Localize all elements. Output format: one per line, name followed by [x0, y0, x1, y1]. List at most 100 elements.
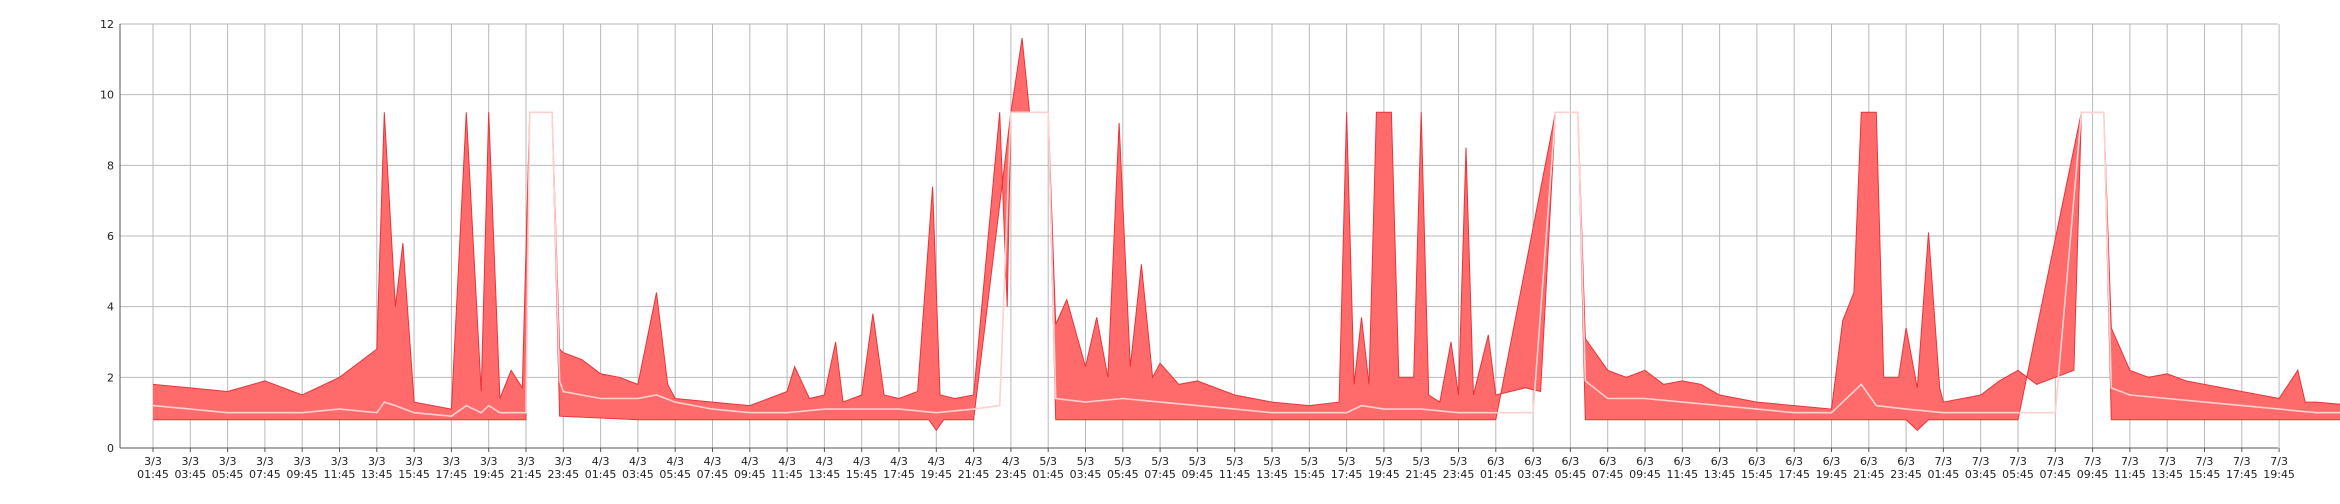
x-tick-date: 3/3 [293, 455, 311, 468]
x-tick-date: 3/3 [554, 455, 572, 468]
x-tick-time: 17:45 [1331, 468, 1363, 481]
x-tick-date: 6/3 [1524, 455, 1542, 468]
x-tick-label: 4/3 01:45 [585, 455, 617, 481]
x-tick-time: 13:45 [1704, 468, 1736, 481]
x-tick-time: 07:45 [1144, 468, 1176, 481]
x-tick-time: 01:45 [1480, 468, 1512, 481]
x-tick-time: 13:45 [2151, 468, 2183, 481]
x-tick-label: 3/3 03:45 [174, 455, 206, 481]
x-tick-label: 3/3 17:45 [436, 455, 468, 481]
y-tick-label: 8 [107, 159, 114, 172]
x-tick-label: 6/3 21:45 [1853, 455, 1885, 481]
x-tick-time: 13:45 [1256, 468, 1288, 481]
x-tick-time: 23:45 [995, 468, 1027, 481]
x-tick-label: 5/3 19:45 [1368, 455, 1400, 481]
x-tick-label: 7/3 17:45 [2226, 455, 2258, 481]
x-tick-time: 15:45 [1741, 468, 1773, 481]
x-tick-time: 03:45 [622, 468, 654, 481]
x-tick-time: 07:45 [697, 468, 729, 481]
x-tick-date: 7/3 [2196, 455, 2214, 468]
x-tick-time: 07:45 [249, 468, 281, 481]
x-tick-label: 4/3 03:45 [622, 455, 654, 481]
x-tick-label: 3/3 09:45 [286, 455, 318, 481]
x-tick-date: 4/3 [629, 455, 647, 468]
x-tick-time: 09:45 [1182, 468, 1214, 481]
x-tick-label: 4/3 11:45 [771, 455, 803, 481]
x-tick-label: 5/3 07:45 [1144, 455, 1176, 481]
x-tick-time: 17:45 [883, 468, 915, 481]
x-tick-date: 4/3 [965, 455, 983, 468]
y-tick-label: 12 [100, 18, 114, 31]
x-tick-label: 4/3 09:45 [734, 455, 766, 481]
x-tick-date: 6/3 [1823, 455, 1841, 468]
x-tick-time: 15:45 [2189, 468, 2221, 481]
x-tick-label: 5/3 03:45 [1070, 455, 1102, 481]
x-tick-date: 6/3 [1673, 455, 1691, 468]
x-tick-time: 11:45 [2114, 468, 2146, 481]
x-tick-date: 3/3 [181, 455, 199, 468]
x-tick-date: 4/3 [927, 455, 945, 468]
x-tick-label: 6/3 11:45 [1666, 455, 1698, 481]
x-tick-date: 6/3 [1487, 455, 1505, 468]
x-tick-label: 5/3 05:45 [1107, 455, 1139, 481]
x-tick-date: 5/3 [1300, 455, 1318, 468]
x-tick-date: 4/3 [778, 455, 796, 468]
x-tick-time: 03:45 [174, 468, 206, 481]
x-tick-date: 3/3 [405, 455, 423, 468]
x-tick-time: 05:45 [659, 468, 691, 481]
x-tick-time: 21:45 [510, 468, 542, 481]
x-tick-date: 7/3 [2270, 455, 2288, 468]
x-tick-time: 09:45 [1629, 468, 1661, 481]
x-tick-date: 5/3 [1226, 455, 1244, 468]
x-tick-date: 5/3 [1151, 455, 1169, 468]
series-layer [152, 38, 2340, 432]
x-tick-date: 6/3 [1711, 455, 1729, 468]
x-tick-label: 3/3 15:45 [398, 455, 430, 481]
x-tick-label: 6/3 01:45 [1480, 455, 1512, 481]
x-tick-label: 4/3 07:45 [697, 455, 729, 481]
x-tick-label: 5/3 15:45 [1293, 455, 1325, 481]
x-tick-time: 05:45 [2002, 468, 2034, 481]
x-tick-label: 3/3 21:45 [510, 455, 542, 481]
x-tick-date: 3/3 [219, 455, 237, 468]
x-tick-time: 19:45 [920, 468, 952, 481]
x-tick-date: 7/3 [2233, 455, 2251, 468]
x-tick-label: 3/3 13:45 [361, 455, 393, 481]
x-tick-date: 3/3 [144, 455, 162, 468]
x-tick-time: 01:45 [1928, 468, 1960, 481]
max-series-line [152, 38, 2340, 410]
x-tick-label: 3/3 19:45 [473, 455, 505, 481]
x-tick-label: 3/3 01:45 [137, 455, 169, 481]
x-tick-label: 7/3 07:45 [2039, 455, 2071, 481]
x-tick-label: 5/3 01:45 [1032, 455, 1064, 481]
x-tick-time: 19:45 [473, 468, 505, 481]
x-tick-date: 5/3 [1039, 455, 1057, 468]
x-tick-label: 4/3 23:45 [995, 455, 1027, 481]
x-tick-label: 5/3 17:45 [1331, 455, 1363, 481]
x-tick-label: 5/3 11:45 [1219, 455, 1251, 481]
x-tick-time: 01:45 [137, 468, 169, 481]
x-tick-time: 13:45 [361, 468, 393, 481]
x-tick-time: 09:45 [2077, 468, 2109, 481]
x-tick-date: 6/3 [1562, 455, 1580, 468]
x-tick-time: 23:45 [1443, 468, 1475, 481]
x-tick-date: 4/3 [741, 455, 759, 468]
x-tick-date: 5/3 [1077, 455, 1095, 468]
x-tick-time: 01:45 [585, 468, 617, 481]
x-tick-date: 3/3 [480, 455, 498, 468]
y-tick-label: 2 [107, 371, 114, 384]
x-tick-date: 7/3 [2046, 455, 2064, 468]
x-tick-date: 3/3 [443, 455, 461, 468]
x-tick-date: 7/3 [1935, 455, 1953, 468]
x-tick-date: 6/3 [1860, 455, 1878, 468]
x-tick-time: 09:45 [734, 468, 766, 481]
x-tick-label: 6/3 23:45 [1890, 455, 1922, 481]
x-tick-date: 4/3 [592, 455, 610, 468]
x-tick-time: 15:45 [1293, 468, 1325, 481]
x-tick-date: 7/3 [2084, 455, 2102, 468]
x-tick-label: 4/3 05:45 [659, 455, 691, 481]
x-tick-date: 4/3 [704, 455, 722, 468]
x-tick-time: 07:45 [1592, 468, 1624, 481]
x-tick-time: 19:45 [2263, 468, 2295, 481]
